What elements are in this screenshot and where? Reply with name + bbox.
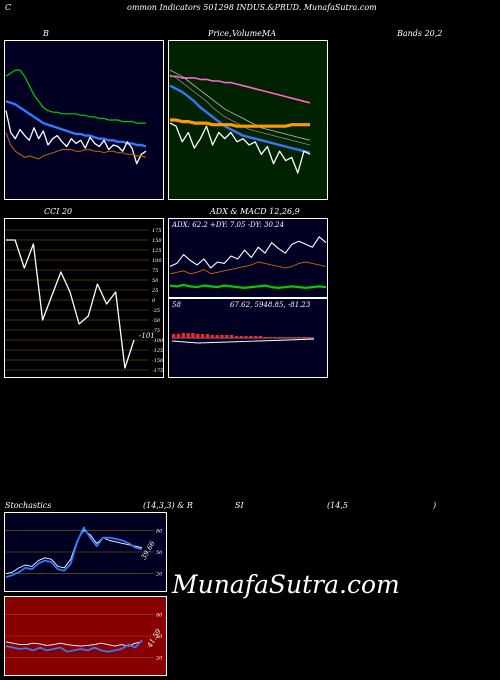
macd-bar (287, 337, 292, 338)
cci-tick-label: 0 (152, 298, 156, 304)
macd-bar (268, 337, 272, 338)
macd-bar (292, 337, 297, 338)
adx-series-green (169, 283, 327, 290)
cci-tick-label: -75 (152, 328, 160, 334)
cci-tick-label: 150 (152, 238, 162, 244)
macd-bar (181, 333, 185, 338)
osc-tick-label: 50 (156, 550, 163, 556)
price-title-3: MA (262, 29, 276, 38)
macd-panel: 58 67.62, 5948.85, -81.23 (168, 298, 328, 378)
macd-bar (278, 337, 282, 338)
macd-bar (244, 336, 248, 338)
stoch-title-2: (14,3,3) & R (143, 501, 193, 510)
price-series-blue (169, 84, 311, 154)
cci-tick-label: 50 (152, 278, 159, 284)
cci-tick-label: -150 (152, 358, 164, 364)
adx-title: ADX & MACD 12,26,9 (210, 207, 300, 216)
price-panel (168, 40, 328, 200)
macd-bar (239, 336, 243, 338)
cci-tick-label: 75 (152, 268, 158, 274)
price-title-1: Price, (208, 29, 232, 38)
macd-bar (225, 335, 229, 338)
stoch-title-1: Stochastics (5, 501, 52, 510)
macd-bar (258, 336, 263, 338)
osc-tick-label: 80 (156, 612, 163, 618)
macd-bar (172, 334, 176, 338)
header-c: C (5, 3, 12, 12)
bollinger-frame (4, 40, 164, 200)
macd-bar (220, 335, 224, 338)
price-series-gray-1 (169, 69, 311, 141)
cci-title: CCI 20 (44, 207, 73, 216)
osc-series-blue (5, 639, 143, 653)
bollinger-panel (4, 40, 164, 200)
macd-bar (205, 334, 210, 338)
macd-bar (215, 335, 219, 338)
bollinger-title-1: B (43, 29, 49, 38)
stoch-title-4: (14,5 (327, 501, 348, 510)
macd-bar (273, 337, 277, 338)
price-series-gold (170, 118, 310, 128)
cci-tick-label: -25 (152, 308, 160, 314)
cci-tick-label: -50 (152, 318, 161, 324)
macd-bar (186, 333, 190, 338)
macd-bar (176, 334, 181, 338)
price-frame (168, 40, 328, 200)
macd-bar (249, 336, 253, 338)
cci-annotation: -101 (139, 332, 155, 340)
macd-bar (297, 337, 301, 338)
macd-bar (210, 335, 214, 338)
adx-series-white (169, 236, 327, 269)
macd-bar (191, 333, 195, 338)
osc-tick-label: 20 (155, 656, 163, 662)
adx-series-orange (169, 261, 327, 275)
cci-tick-label: 100 (152, 258, 162, 264)
osc-series-blue (5, 526, 143, 579)
cci-tick-label: -175 (152, 368, 163, 374)
osc-tick-label: 20 (155, 572, 163, 578)
osc-tick-label: 80 (156, 528, 163, 534)
osc-series-white (5, 641, 143, 647)
macd-signal-line (171, 338, 315, 344)
bollinger-series-blue (5, 100, 147, 148)
cci-tick-label: 125 (152, 248, 162, 254)
macd-bar (263, 337, 268, 338)
adx-frame (168, 218, 328, 298)
stoch-panel: 80 50 20 39.66 (4, 512, 167, 592)
rsi-panel: 80 50 20 41.59 (4, 596, 167, 676)
cci-tick-label: 175 (152, 228, 162, 234)
macd-bar (200, 334, 205, 338)
adx-annotation: ADX: 62.2 +DY: 7.05 -DY: 30.24 (171, 221, 284, 229)
macd-bar (254, 336, 258, 338)
bollinger-series-green (5, 69, 146, 124)
cci-panel: 175 150 125 100 75 50 25 0 -25 -50 -75 -100 -125 -150… (4, 218, 164, 378)
macd-bar (196, 334, 200, 338)
osc-tick-label: 50 (156, 634, 163, 640)
cci-frame (4, 218, 164, 378)
cci-line (6, 239, 135, 369)
bollinger-series-orange (5, 132, 147, 160)
bollinger-title-2: Bands 20,2 (397, 29, 443, 38)
stoch-title-3: SI (235, 501, 244, 510)
price-series-white (169, 122, 311, 174)
price-title-2: Volume, (232, 29, 265, 38)
header-title: ommon Indicators 501298 INDUS.&PRUD. Mun… (127, 3, 377, 12)
adx-panel: ADX: 62.2 +DY: 7.05 -DY: 30.24 (168, 218, 328, 298)
macd-annotation-left: 58 (172, 301, 181, 309)
macd-bar (229, 335, 234, 338)
macd-bar (302, 337, 306, 338)
stoch-title-5: ) (433, 501, 437, 510)
price-series-pink (170, 75, 311, 104)
cci-tick-label: -125 (152, 348, 163, 354)
watermark: MunafaSutra.com (172, 570, 400, 599)
bollinger-series-white (5, 110, 147, 165)
macd-bar (307, 337, 311, 338)
cci-tick-label: 25 (151, 288, 158, 294)
cci-tick-label: -100 (152, 338, 164, 344)
macd-bar (283, 337, 287, 338)
macd-bar (234, 336, 239, 338)
macd-annotation-right: 67.62, 5948.85, -81.23 (230, 301, 311, 309)
